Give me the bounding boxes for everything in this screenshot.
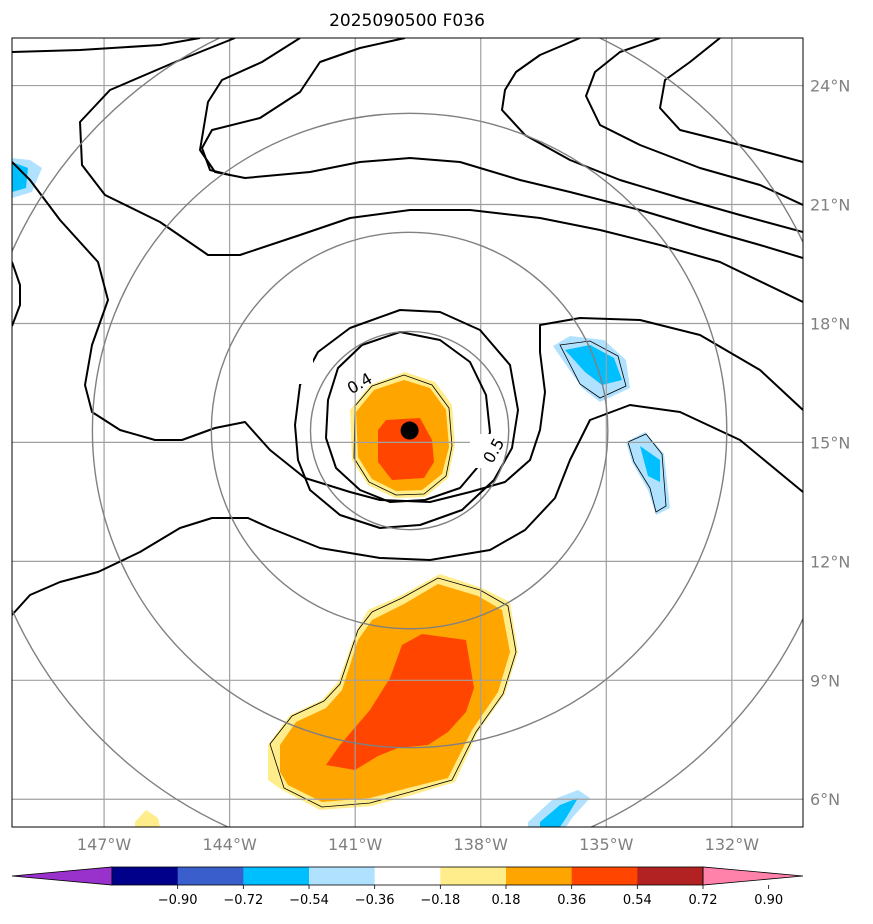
lat-tick-label: 9°N bbox=[810, 671, 840, 690]
colorbar-tick-label: 0.18 bbox=[492, 893, 521, 908]
contour-line bbox=[12, 404, 803, 616]
colorbar-tick-label: 0.90 bbox=[754, 893, 783, 908]
shade-band-red bbox=[326, 634, 474, 770]
band-outline bbox=[269, 577, 517, 808]
colorbar-tick-label: 0.54 bbox=[623, 893, 652, 908]
lat-tick-label: 21°N bbox=[810, 196, 850, 215]
lon-tick-label: 138°W bbox=[454, 835, 509, 854]
lat-labels: 24°N 21°N 18°N 15°N 12°N 9°N 6°N bbox=[810, 77, 850, 810]
range-ring bbox=[210, 231, 609, 630]
colorbar-tick-label: −0.36 bbox=[355, 893, 395, 908]
colorbar-segment bbox=[571, 867, 638, 885]
colorbar-frame bbox=[111, 866, 704, 886]
storm-center-dot bbox=[400, 421, 419, 440]
lat-tick-label: 15°N bbox=[810, 433, 850, 452]
lat-tick-label: 6°N bbox=[810, 790, 840, 809]
gridlines bbox=[12, 38, 803, 827]
colorbar-tick-label: −0.90 bbox=[158, 893, 198, 908]
lat-tick-label: 18°N bbox=[810, 314, 850, 333]
shade-blue-se-dark bbox=[540, 798, 578, 827]
blue-ne-outline bbox=[559, 340, 627, 399]
shade-blue-e-dark bbox=[640, 446, 660, 482]
range-ring bbox=[91, 112, 728, 749]
colorbar-segment bbox=[440, 867, 507, 885]
contour-line bbox=[201, 38, 406, 176]
lat-tick-label: 24°N bbox=[810, 77, 850, 96]
colorbar-extend-high bbox=[702, 866, 804, 886]
colorbar-tick-label: −0.72 bbox=[223, 893, 263, 908]
colorbar-tick-label: 0.36 bbox=[557, 893, 586, 908]
colorbar-segment bbox=[637, 867, 704, 885]
blue-e-outline bbox=[627, 433, 667, 513]
shaded-field bbox=[12, 158, 670, 827]
contour-line bbox=[79, 38, 803, 303]
contour-line bbox=[12, 38, 201, 53]
contour-label-mask bbox=[287, 350, 313, 384]
contour-line bbox=[585, 38, 803, 206]
core-outline bbox=[353, 374, 453, 496]
colorbar: −0.90 −0.72 −0.54 −0.36 −0.18 0.18 0.36 0.54 0.7… bbox=[11, 866, 804, 908]
colorbar-segment bbox=[112, 867, 179, 885]
chart-title: 2025090500 F036 bbox=[329, 11, 485, 31]
colorbar-segment bbox=[177, 867, 244, 885]
colorbar-segment bbox=[374, 867, 441, 885]
colorbar-segment bbox=[309, 867, 376, 885]
range-rings bbox=[12, 38, 803, 827]
colorbar-tick-label: −0.18 bbox=[420, 893, 460, 908]
shade-blue-ne-dark bbox=[565, 345, 622, 385]
colorbar-tick-label: −0.54 bbox=[289, 893, 329, 908]
shade-speck bbox=[135, 810, 160, 827]
colorbar-tick-label: 0.72 bbox=[689, 893, 718, 908]
colorbar-segment bbox=[243, 867, 310, 885]
lon-tick-label: 135°W bbox=[579, 835, 634, 854]
lon-tick-label: 132°W bbox=[705, 835, 760, 854]
lon-tick-label: 147°W bbox=[77, 835, 132, 854]
lon-tick-label: 141°W bbox=[328, 835, 383, 854]
shade-core-red bbox=[378, 418, 434, 480]
lon-tick-label: 144°W bbox=[202, 835, 257, 854]
shade-blue-w-dark bbox=[12, 162, 28, 192]
map-frame bbox=[11, 37, 804, 828]
colorbar-extend-low bbox=[11, 866, 113, 886]
lat-tick-label: 12°N bbox=[810, 552, 850, 571]
contour-line bbox=[199, 38, 803, 259]
contour-label-mask bbox=[470, 434, 496, 468]
lon-labels: 147°W 144°W 141°W 138°W 135°W 132°W bbox=[77, 835, 759, 854]
colorbar-segment bbox=[506, 867, 573, 885]
range-ring bbox=[309, 330, 510, 531]
contour-line bbox=[12, 261, 21, 327]
